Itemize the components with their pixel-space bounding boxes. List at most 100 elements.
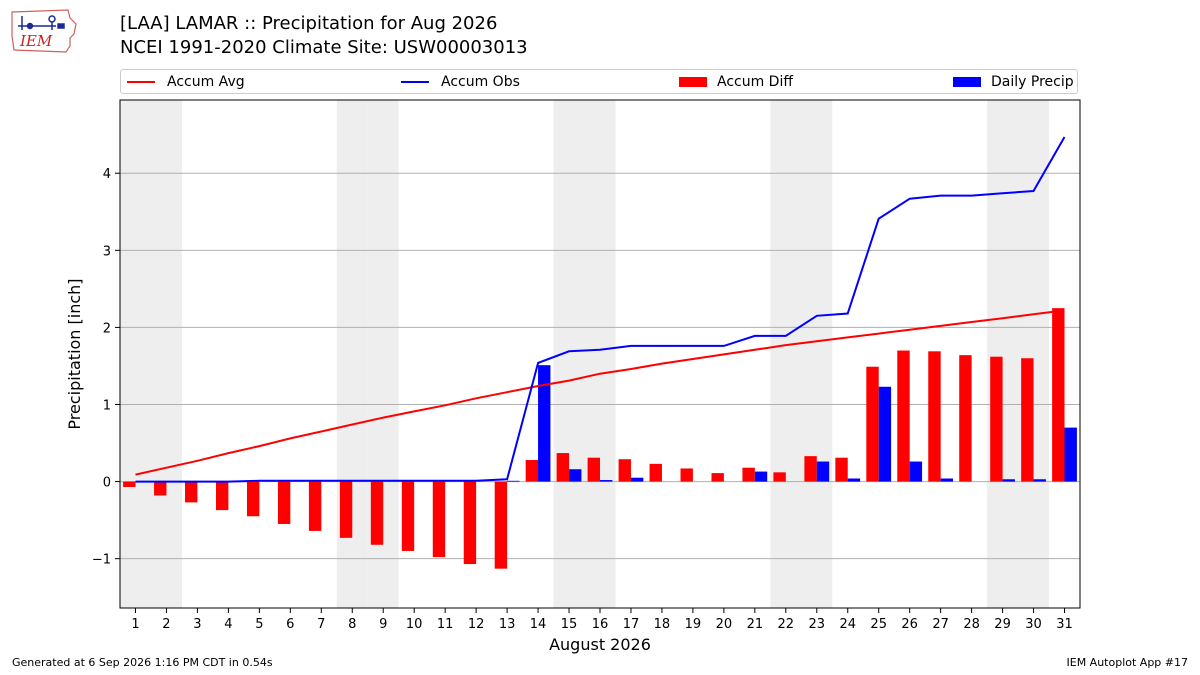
legend-item-accum-avg: Accum Avg xyxy=(127,73,245,91)
logo-text: IEM xyxy=(19,32,53,50)
x-tick-label-20: 20 xyxy=(716,617,733,632)
accum-diff-bar-14 xyxy=(525,459,539,482)
axis-ticks: 1 2 3 4 5 6 7 8 9 10 11 12 13 14 15 16 17 18 19 20 21 22 23 24 2… xyxy=(92,167,1073,632)
daily-precip-bar-27 xyxy=(940,478,954,482)
shade-day-2 xyxy=(150,100,182,608)
x-tick-label-14: 14 xyxy=(530,617,547,632)
accum-avg-line xyxy=(135,309,1065,476)
accum-diff-bar-28 xyxy=(959,355,972,482)
accum-diff-bar-19 xyxy=(680,468,693,482)
shade-day-29 xyxy=(987,100,1019,608)
daily-precip-bar-24 xyxy=(847,478,861,482)
legend: Accum Avg Accum Obs Accum Diff Daily Pre… xyxy=(120,69,1078,94)
x-tick-label-22: 22 xyxy=(778,617,795,632)
accum-diff-bar-17 xyxy=(618,459,631,482)
accum-diff-bar-16 xyxy=(587,457,600,482)
accum-obs-line xyxy=(135,136,1066,483)
accum-diff-bar-21 xyxy=(742,467,755,482)
accum-diff-bar-2 xyxy=(154,481,167,496)
daily-precip-bar-30 xyxy=(1033,479,1046,482)
daily-precip-bar-14 xyxy=(538,365,551,482)
x-tick-label-29: 29 xyxy=(994,617,1011,632)
iem-logo: IEM xyxy=(11,9,77,53)
x-tick-label-23: 23 xyxy=(809,617,826,632)
accum-diff-bar-10 xyxy=(401,481,415,551)
x-tick-label-11: 11 xyxy=(437,617,454,632)
y-tick-label-0: 0 xyxy=(103,476,111,491)
daily-precip-bar-15 xyxy=(569,469,582,482)
accum-diff-bar-24 xyxy=(835,457,848,482)
accum-diff-bar-23 xyxy=(804,456,817,482)
accum-diff-bar-22 xyxy=(773,472,786,482)
x-axis-label: August 2026 xyxy=(549,635,651,654)
legend-swatch-daily-precip xyxy=(953,77,981,87)
x-tick-label-9: 9 xyxy=(379,617,387,632)
x-tick-label-6: 6 xyxy=(286,617,294,632)
accum-diff-bar-11 xyxy=(432,481,446,558)
shade-day-30 xyxy=(1018,100,1050,608)
x-tick-label-25: 25 xyxy=(870,617,887,632)
x-tick-label-15: 15 xyxy=(561,617,578,632)
iowa-outline-shape xyxy=(11,9,77,53)
shade-day-15 xyxy=(553,100,585,608)
daily-precip-bar-23 xyxy=(816,461,830,482)
y-tick-label-4: 4 xyxy=(103,167,111,182)
x-tick-label-31: 31 xyxy=(1056,617,1073,632)
accum-diff-bar-8 xyxy=(339,481,353,538)
weather-instruments-icon xyxy=(18,15,65,30)
shade-day-1 xyxy=(120,100,151,608)
legend-swatch-accum-obs xyxy=(401,81,429,83)
app-credit: IEM Autoplot App #17 xyxy=(1066,656,1189,669)
accum-diff-bar-26 xyxy=(897,350,910,482)
x-tick-label-3: 3 xyxy=(193,617,201,632)
x-tick-label-12: 12 xyxy=(468,617,485,632)
x-tick-label-2: 2 xyxy=(162,617,170,632)
daily-precip-bar-17 xyxy=(630,477,644,482)
shade-day-22 xyxy=(770,100,802,608)
daily-precip-bar-21 xyxy=(754,471,768,482)
daily-precip-bar-25 xyxy=(878,386,892,482)
accum-diff-bar-7 xyxy=(308,481,322,531)
x-tick-label-8: 8 xyxy=(348,617,356,632)
y-tick-label--1: −1 xyxy=(92,553,111,568)
accum-diff-bar-15 xyxy=(556,453,570,482)
legend-swatch-accum-diff xyxy=(679,77,707,87)
y-axis-label: Precipitation [inch] xyxy=(65,278,84,429)
accum-diff-bar-12 xyxy=(463,481,477,565)
accum-diff-bar-13 xyxy=(494,481,508,569)
daily-precip-bar-31 xyxy=(1064,427,1077,482)
legend-label-accum-obs: Accum Obs xyxy=(441,74,520,90)
daily-precip-bar-29 xyxy=(1002,479,1015,482)
daily-precip-bar-13 xyxy=(507,480,520,482)
accum-diff-bar-25 xyxy=(866,366,879,482)
x-tick-label-19: 19 xyxy=(685,617,702,632)
x-tick-label-30: 30 xyxy=(1025,617,1042,632)
x-tick-label-7: 7 xyxy=(317,617,325,632)
legend-label-accum-diff: Accum Diff xyxy=(717,74,794,90)
shade-day-16 xyxy=(584,100,616,608)
legend-label-accum-avg: Accum Avg xyxy=(167,74,245,90)
generated-timestamp: Generated at 6 Sep 2026 1:16 PM CDT in 0… xyxy=(12,656,273,669)
x-tick-label-4: 4 xyxy=(224,617,232,632)
y-tick-label-1: 1 xyxy=(103,398,111,413)
lines xyxy=(135,136,1066,483)
shade-day-23 xyxy=(801,100,833,608)
x-tick-label-17: 17 xyxy=(623,617,640,632)
x-tick-label-18: 18 xyxy=(654,617,671,632)
accum-diff-bar-3 xyxy=(185,481,198,503)
bars xyxy=(123,308,1077,569)
daily-precip-bar-16 xyxy=(600,480,613,482)
accum-diff-bar-30 xyxy=(1021,358,1034,482)
legend-item-accum-diff: Accum Diff xyxy=(679,73,793,91)
accum-diff-bar-18 xyxy=(649,463,662,482)
x-tick-label-26: 26 xyxy=(901,617,918,632)
accum-diff-bar-1 xyxy=(123,481,136,487)
x-tick-label-21: 21 xyxy=(747,617,764,632)
x-tick-label-27: 27 xyxy=(932,617,949,632)
y-tick-label-2: 2 xyxy=(103,321,111,336)
x-tick-label-13: 13 xyxy=(499,617,516,632)
title-line-2: NCEI 1991-2020 Climate Site: USW00003013 xyxy=(120,37,528,58)
x-tick-label-10: 10 xyxy=(406,617,423,632)
accum-diff-bar-20 xyxy=(711,473,724,482)
